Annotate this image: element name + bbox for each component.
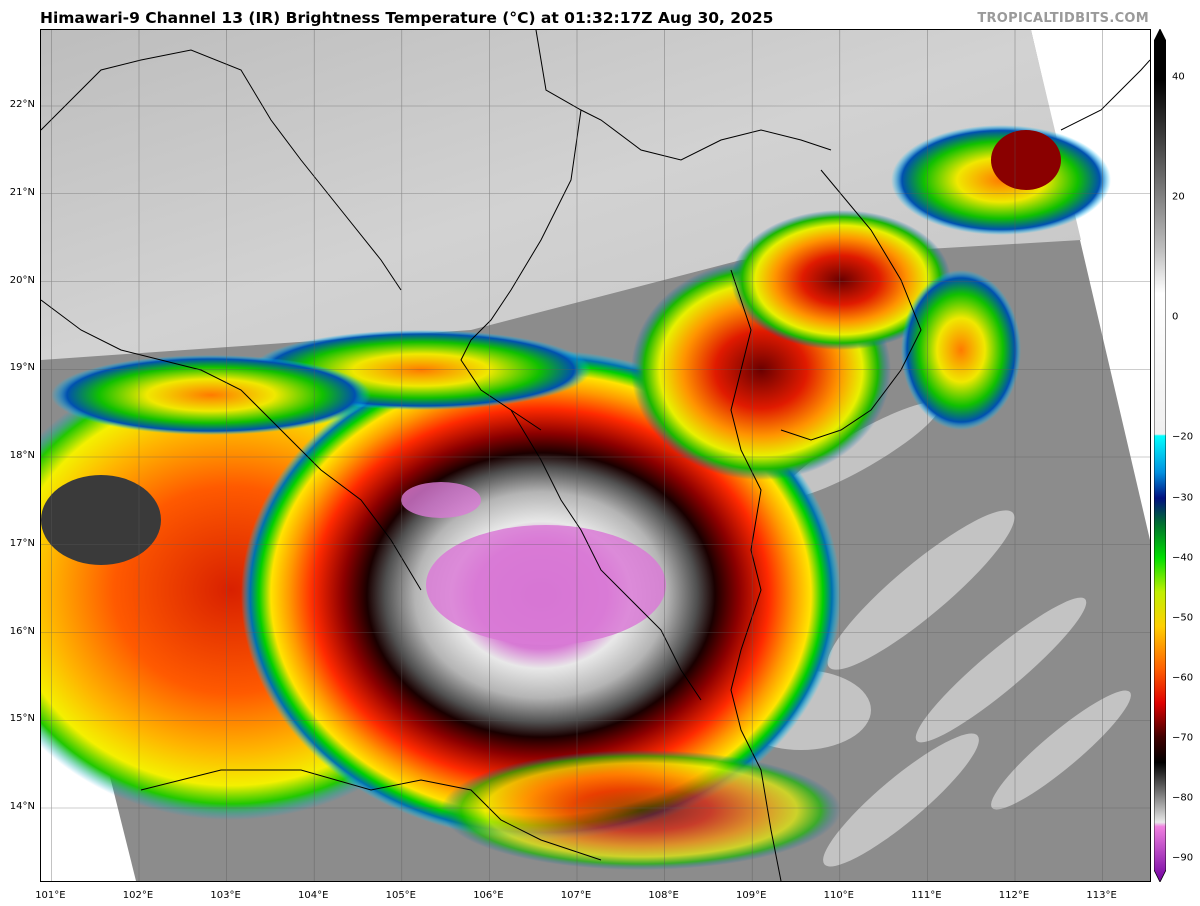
colorbar-label: 0 <box>1172 311 1179 323</box>
west-cold-cell <box>41 475 161 565</box>
longitude-label: 107°E <box>560 890 592 901</box>
colorbar-label: −70 <box>1172 732 1194 744</box>
longitude-label: 110°E <box>823 890 854 901</box>
map-title: Himawari-9 Channel 13 (IR) Brightness Te… <box>40 9 774 27</box>
latitude-label: 18°N <box>9 450 35 461</box>
colorbar-label: 20 <box>1172 191 1185 203</box>
coastlines-borders <box>41 30 1150 881</box>
longitude-label: 112°E <box>998 890 1030 901</box>
land-cloud-field <box>41 30 1081 360</box>
longitude-label: 103°E <box>210 890 241 901</box>
source-credit: TROPICALTIDBITS.COM <box>977 11 1149 26</box>
longitude-label: 106°E <box>473 890 504 901</box>
latitude-label: 22°N <box>9 99 35 110</box>
longitude-label: 113°E <box>1086 890 1117 901</box>
colorbar <box>1154 29 1166 882</box>
longitude-label: 104°E <box>297 890 329 901</box>
latitude-label: 15°N <box>9 713 35 725</box>
latitude-label: 17°N <box>9 537 35 549</box>
longitude-label: 105°E <box>385 890 416 901</box>
colorbar-label: −30 <box>1172 492 1194 504</box>
longitude-label: 109°E <box>735 890 767 901</box>
satellite-map <box>40 29 1151 882</box>
latitude-label: 14°N <box>9 801 35 812</box>
longitude-label: 111°E <box>911 890 942 901</box>
colorbar-label: −90 <box>1172 852 1194 864</box>
latitude-label: 19°N <box>9 362 35 374</box>
longitude-label: 102°E <box>122 890 154 901</box>
longitude-label: 108°E <box>648 890 679 901</box>
colorbar-label: 40 <box>1172 71 1185 83</box>
colorbar-label: −40 <box>1172 552 1194 564</box>
latitude-label: 21°N <box>9 186 35 198</box>
latitude-label: 20°N <box>9 274 35 286</box>
colorbar-label: −60 <box>1172 672 1194 684</box>
cold-cloud-top <box>426 525 666 645</box>
colorbar-label: −20 <box>1172 431 1194 443</box>
colorbar-label: −80 <box>1172 792 1194 804</box>
colorbar-label: −50 <box>1172 612 1194 624</box>
graticule <box>41 30 1150 881</box>
longitude-label: 101°E <box>35 890 66 901</box>
latitude-label: 16°N <box>9 625 35 637</box>
